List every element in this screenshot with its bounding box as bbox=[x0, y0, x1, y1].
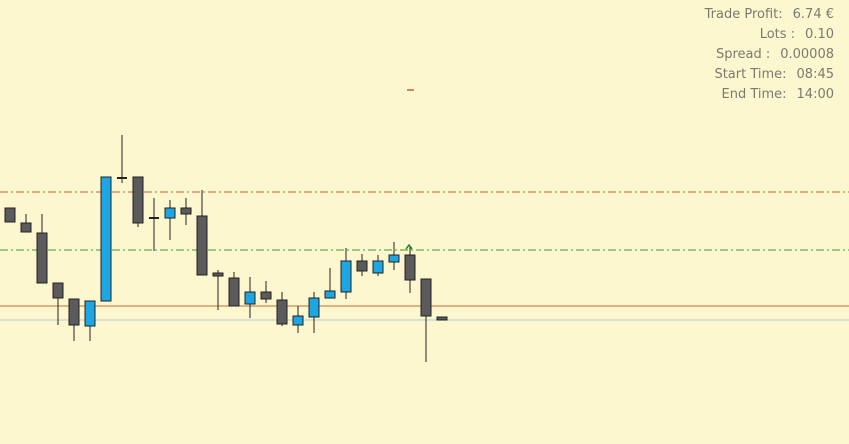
candle-body bbox=[244, 291, 256, 305]
candle-body bbox=[388, 254, 400, 263]
info-value: 14:00 bbox=[797, 87, 834, 102]
info-label: Start Time: bbox=[714, 67, 786, 82]
info-label: Lots : bbox=[760, 27, 795, 42]
candle-body bbox=[52, 282, 64, 299]
candle-body bbox=[420, 278, 432, 317]
info-value: 6.74 € bbox=[793, 7, 834, 22]
info-value: 0.10 bbox=[805, 27, 834, 42]
info-row: Lots : 0.10 bbox=[760, 27, 834, 42]
candle-body bbox=[276, 299, 288, 325]
candle-body bbox=[196, 215, 208, 276]
candle-body bbox=[212, 272, 224, 277]
candle-body bbox=[164, 207, 176, 219]
candle-body bbox=[404, 254, 416, 281]
info-row: Trade Profit: 6.74 € bbox=[704, 7, 834, 22]
candle-body bbox=[372, 260, 384, 274]
candle-body bbox=[356, 260, 368, 272]
candle-body bbox=[20, 222, 32, 233]
candle-body bbox=[324, 290, 336, 299]
info-label: Spread : bbox=[716, 47, 770, 62]
arrow-marker bbox=[405, 243, 413, 250]
candle-body bbox=[100, 176, 112, 302]
info-row: Start Time: 08:45 bbox=[714, 67, 834, 82]
candle-body bbox=[292, 315, 304, 326]
info-row: Spread : 0.00008 bbox=[716, 47, 834, 62]
candle-body bbox=[436, 316, 448, 321]
candle-body bbox=[84, 300, 96, 327]
candle-body bbox=[260, 291, 272, 300]
candle-body bbox=[308, 297, 320, 318]
candle-body bbox=[68, 298, 80, 326]
candle-body bbox=[36, 232, 48, 284]
info-label: End Time: bbox=[721, 87, 786, 102]
info-label: Trade Profit: bbox=[704, 7, 783, 22]
candle-body bbox=[180, 207, 192, 215]
info-row: End Time: 14:00 bbox=[721, 87, 834, 102]
candle-body bbox=[228, 277, 240, 307]
candle-body bbox=[340, 260, 352, 293]
info-value: 08:45 bbox=[797, 67, 834, 82]
candle-body bbox=[4, 207, 16, 223]
info-value: 0.00008 bbox=[780, 47, 834, 62]
candle-body bbox=[132, 176, 144, 224]
